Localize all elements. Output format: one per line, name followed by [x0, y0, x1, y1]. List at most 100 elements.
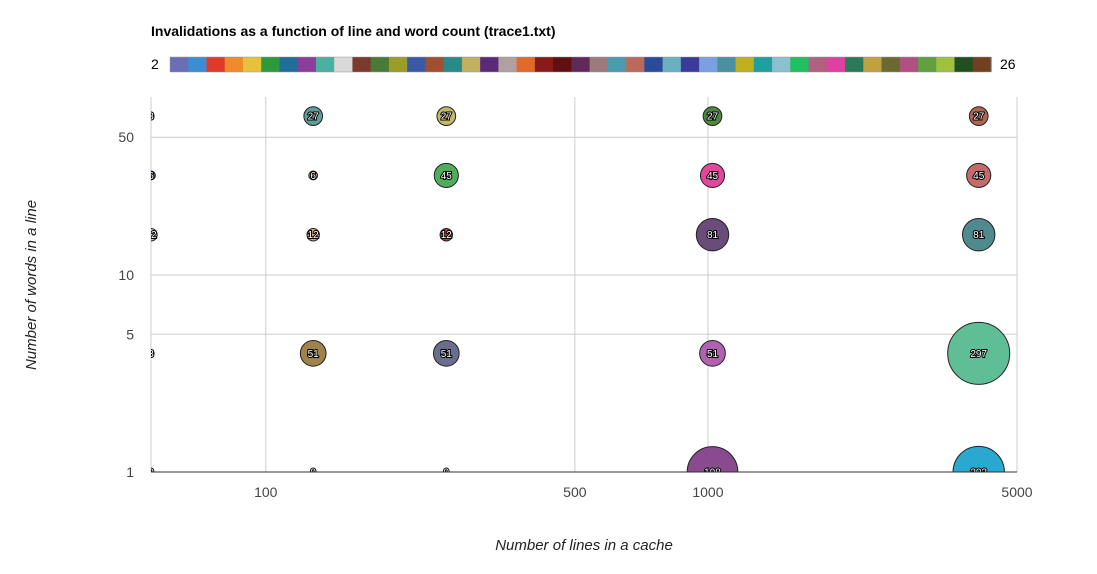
- colorbar-segment: [826, 57, 846, 72]
- colorbar-segment: [425, 57, 445, 72]
- bubble-label: 3: [148, 349, 154, 360]
- gridlines: [150, 97, 1018, 473]
- bubble: [306, 227, 320, 242]
- bubble-label: 0: [444, 468, 450, 479]
- bubble: [151, 227, 158, 242]
- bubble: [151, 170, 156, 181]
- y-tick-label: 1: [126, 464, 134, 480]
- colorbar-segment: [845, 57, 864, 72]
- bubble: [432, 340, 460, 367]
- colorbar-segment: [626, 57, 645, 72]
- bubble-label: 297: [970, 349, 987, 360]
- x-axis-ticks: 100 500 1000 5000: [254, 484, 1033, 500]
- bubble-label: 81: [707, 230, 719, 241]
- colorbar-segment: [242, 57, 262, 72]
- bubble: [303, 106, 324, 126]
- bubble-label: 12: [145, 230, 157, 241]
- colorbar-segment: [388, 57, 408, 72]
- colorbar-segment: [297, 57, 317, 72]
- bubble: [310, 469, 317, 472]
- colorbar-segment: [534, 57, 554, 72]
- colorbar-segment: [206, 57, 226, 72]
- colorbar-segment: [899, 57, 919, 72]
- colorbar-segment: [334, 57, 354, 72]
- bubble: [695, 218, 730, 252]
- colorbar-segment: [170, 57, 189, 72]
- colorbar-min-label: 2: [151, 56, 159, 72]
- bubble: [699, 340, 726, 367]
- colorbar-segment: [717, 57, 737, 72]
- bubble: [151, 469, 154, 472]
- bubble: [443, 469, 450, 472]
- colorbar-segment: [863, 57, 883, 72]
- colorbar-segment: [808, 57, 828, 72]
- colorbar-segment: [443, 57, 463, 72]
- bubble: [966, 162, 992, 188]
- bubble: [439, 227, 454, 242]
- colorbar-segment: [315, 57, 335, 72]
- bubble: [436, 106, 457, 126]
- colorbar-segment: [936, 57, 956, 72]
- colorbar-segment: [279, 57, 299, 72]
- bubble-label: 27: [973, 112, 985, 123]
- bubble-label: 27: [441, 112, 453, 123]
- bubble-label: 198: [704, 468, 721, 479]
- colorbar-max-label: 26: [1000, 56, 1016, 72]
- colorbar-segment: [699, 57, 718, 72]
- colorbar-segment: [571, 57, 591, 72]
- bubble-label: 27: [707, 112, 719, 123]
- colorbar-segment: [680, 57, 700, 72]
- bubble-label: 6: [310, 171, 316, 182]
- bubbles: 297 203 198 81 81 51 51 51 45 45 45 27 27 27 27 12 12 12 6…: [145, 106, 1011, 479]
- bubble-label: 12: [441, 230, 453, 241]
- colorbar-segment: [224, 57, 244, 72]
- colorbar-segment: [790, 57, 810, 72]
- chart-title: Invalidations as a function of line and …: [151, 23, 556, 39]
- bubble-label: 45: [441, 171, 453, 182]
- bubble-label: 203: [970, 468, 987, 479]
- colorbar-segment: [607, 57, 627, 72]
- bubble-label: 45: [707, 171, 719, 182]
- bubble-label: 27: [308, 112, 320, 123]
- bubble: [299, 340, 327, 367]
- bubble: [702, 106, 723, 126]
- y-axis-ticks: 1 5 10 50: [118, 129, 134, 480]
- x-tick-label: 5000: [1001, 484, 1032, 500]
- colorbar-frame: [169, 56, 992, 73]
- colorbar-segment: [954, 57, 974, 72]
- bubble-label: 45: [973, 171, 985, 182]
- colorbar-segment: [407, 57, 427, 72]
- y-tick-label: 50: [118, 129, 134, 145]
- colorbar-segment: [261, 57, 281, 72]
- bubble: [968, 106, 989, 126]
- x-tick-label: 100: [254, 484, 278, 500]
- x-axis-title: Number of lines in a cache: [495, 537, 673, 554]
- bubble: [308, 170, 319, 181]
- bubble: [962, 218, 996, 252]
- colorbar-segment: [735, 57, 755, 72]
- colorbar-segment: [498, 57, 518, 72]
- bubble: [433, 162, 459, 188]
- colorbar: [170, 57, 992, 72]
- bubble: [947, 321, 1011, 385]
- colorbar-segment: [753, 57, 773, 72]
- colorbar-segment: [480, 57, 499, 72]
- bubble-label: 0: [148, 468, 154, 479]
- colorbar-segment: [188, 57, 208, 72]
- y-axis-title: Number of words in a line: [23, 200, 40, 370]
- colorbar-segment: [553, 57, 572, 72]
- y-tick-label: 5: [126, 326, 134, 342]
- colorbar-segment: [972, 57, 992, 72]
- bubble-label: 6: [148, 171, 154, 182]
- bubble: [151, 112, 155, 120]
- bubble-label: 81: [973, 230, 985, 241]
- x-tick-label: 500: [563, 484, 587, 500]
- colorbar-segment: [644, 57, 664, 72]
- colorbar-segment: [662, 57, 682, 72]
- bubble-label: 51: [707, 349, 719, 360]
- bubble-label: 51: [441, 349, 453, 360]
- plot-area: 297 203 198 81 81 51 51 51 45 45 45 27 27 27 27 12 12 12 6…: [145, 106, 1011, 479]
- colorbar-segment: [881, 57, 901, 72]
- bubble-label: 0: [310, 468, 316, 479]
